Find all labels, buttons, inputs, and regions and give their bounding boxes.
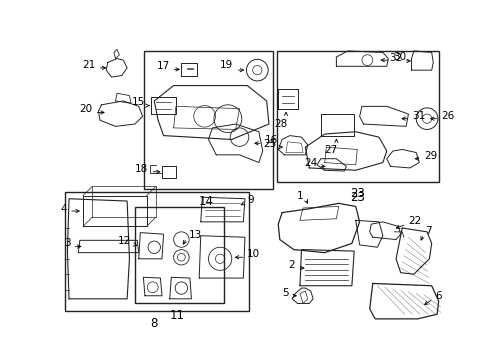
Text: 21: 21 xyxy=(82,60,96,70)
Text: 13: 13 xyxy=(188,230,201,240)
Text: 26: 26 xyxy=(441,111,454,121)
Text: 12: 12 xyxy=(118,236,131,246)
Text: 18: 18 xyxy=(135,164,148,174)
Text: 24: 24 xyxy=(304,158,317,168)
Text: 11: 11 xyxy=(170,309,185,322)
Text: 32: 32 xyxy=(389,53,402,63)
Text: 25: 25 xyxy=(264,139,277,149)
Text: 3: 3 xyxy=(64,238,71,248)
Text: 6: 6 xyxy=(435,291,441,301)
Text: 28: 28 xyxy=(274,119,287,129)
Text: 16: 16 xyxy=(265,135,278,145)
Text: 22: 22 xyxy=(409,216,422,226)
Text: 29: 29 xyxy=(424,150,437,161)
Bar xyxy=(135,207,224,303)
Text: 27: 27 xyxy=(324,145,338,155)
Text: 10: 10 xyxy=(247,249,260,259)
Text: 8: 8 xyxy=(150,316,158,329)
Text: 1: 1 xyxy=(296,191,303,201)
Text: 17: 17 xyxy=(156,61,170,71)
Bar xyxy=(277,51,439,182)
Text: 23: 23 xyxy=(350,187,365,200)
Text: 7: 7 xyxy=(425,226,432,236)
Text: 14: 14 xyxy=(198,195,214,208)
Text: 5: 5 xyxy=(282,288,288,298)
Text: 31: 31 xyxy=(412,111,426,121)
Text: 9: 9 xyxy=(247,194,254,204)
Text: 23: 23 xyxy=(350,191,365,204)
Text: 15: 15 xyxy=(132,98,145,108)
Text: 2: 2 xyxy=(289,260,295,270)
Text: 20: 20 xyxy=(79,104,92,114)
Text: 30: 30 xyxy=(393,52,406,62)
Text: 4: 4 xyxy=(61,204,68,214)
Bar xyxy=(144,51,273,189)
Bar xyxy=(65,192,249,311)
Text: 19: 19 xyxy=(220,60,233,70)
